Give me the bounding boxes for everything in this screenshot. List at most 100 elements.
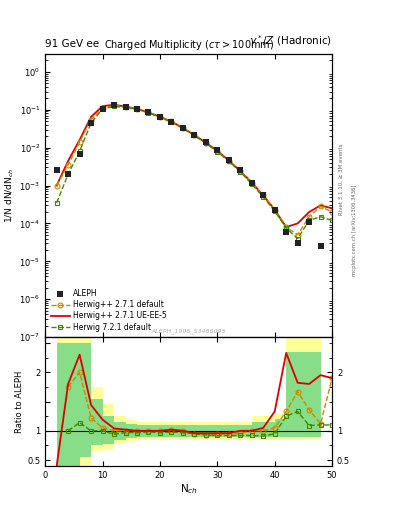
Herwig++ 2.7.1 default xyxy=(250,180,254,186)
ALEPH xyxy=(99,105,106,113)
Herwig++ 2.7.1 default xyxy=(307,214,312,220)
Herwig++ 2.7.1 default xyxy=(146,110,151,116)
Herwig++ 2.7.1 default xyxy=(272,207,277,213)
ALEPH xyxy=(157,113,163,121)
ALEPH xyxy=(180,124,186,132)
Herwig++ 2.7.1 UE-EE-5 xyxy=(180,125,185,131)
Herwig 7.2.1 default xyxy=(100,106,105,112)
ALEPH xyxy=(306,218,312,226)
ALEPH xyxy=(249,179,255,187)
Title: Charged Multiplicity $(c\tau > 100\mathrm{mm})$: Charged Multiplicity $(c\tau > 100\mathr… xyxy=(103,38,274,52)
Herwig++ 2.7.1 UE-EE-5 xyxy=(215,148,220,154)
Herwig++ 2.7.1 default xyxy=(54,182,59,188)
Herwig 7.2.1 default xyxy=(272,208,277,215)
Line: Herwig 7.2.1 default: Herwig 7.2.1 default xyxy=(54,104,334,241)
Herwig++ 2.7.1 UE-EE-5 xyxy=(66,158,70,164)
Herwig++ 2.7.1 UE-EE-5 xyxy=(54,182,59,188)
Herwig++ 2.7.1 UE-EE-5 xyxy=(250,180,254,186)
Herwig++ 2.7.1 default xyxy=(66,162,70,168)
Herwig++ 2.7.1 default xyxy=(89,117,94,123)
Herwig++ 2.7.1 UE-EE-5 xyxy=(307,209,312,215)
ALEPH xyxy=(214,146,220,155)
Herwig 7.2.1 default xyxy=(135,106,140,113)
ALEPH xyxy=(168,118,174,126)
ALEPH xyxy=(318,242,324,250)
Herwig++ 2.7.1 UE-EE-5 xyxy=(158,114,162,120)
Herwig++ 2.7.1 default xyxy=(261,193,266,199)
ALEPH xyxy=(145,109,152,117)
Line: Herwig++ 2.7.1 default: Herwig++ 2.7.1 default xyxy=(54,103,334,237)
ALEPH xyxy=(53,166,60,175)
Herwig++ 2.7.1 default xyxy=(318,203,323,209)
ALEPH xyxy=(65,170,71,178)
Herwig++ 2.7.1 default xyxy=(158,114,162,120)
Herwig++ 2.7.1 UE-EE-5 xyxy=(284,224,288,230)
Herwig++ 2.7.1 UE-EE-5 xyxy=(238,168,242,174)
Herwig 7.2.1 default xyxy=(215,148,220,155)
ALEPH xyxy=(294,239,301,247)
Herwig++ 2.7.1 UE-EE-5 xyxy=(146,110,151,116)
Text: 91 GeV ee: 91 GeV ee xyxy=(45,38,99,49)
Herwig++ 2.7.1 UE-EE-5 xyxy=(89,114,94,120)
Herwig 7.2.1 default xyxy=(66,171,70,177)
Herwig++ 2.7.1 UE-EE-5 xyxy=(261,193,266,199)
ALEPH xyxy=(237,166,243,175)
Herwig++ 2.7.1 UE-EE-5 xyxy=(112,102,116,108)
Herwig++ 2.7.1 default xyxy=(135,106,140,112)
Herwig++ 2.7.1 UE-EE-5 xyxy=(123,103,128,110)
Herwig 7.2.1 default xyxy=(192,133,197,139)
Herwig 7.2.1 default xyxy=(330,218,334,224)
Herwig++ 2.7.1 default xyxy=(180,125,185,131)
Legend: ALEPH, Herwig++ 2.7.1 default, Herwig++ 2.7.1 UE-EE-5, Herwig 7.2.1 default: ALEPH, Herwig++ 2.7.1 default, Herwig++ … xyxy=(49,287,168,333)
Herwig++ 2.7.1 UE-EE-5 xyxy=(272,207,277,213)
Herwig++ 2.7.1 default xyxy=(123,103,128,110)
Herwig++ 2.7.1 UE-EE-5 xyxy=(100,103,105,109)
Herwig 7.2.1 default xyxy=(169,119,174,125)
Herwig++ 2.7.1 default xyxy=(77,139,82,145)
ALEPH xyxy=(272,206,278,215)
Herwig++ 2.7.1 UE-EE-5 xyxy=(192,132,197,138)
Herwig++ 2.7.1 UE-EE-5 xyxy=(77,137,82,143)
Herwig 7.2.1 default xyxy=(180,125,185,132)
Herwig++ 2.7.1 UE-EE-5 xyxy=(318,202,323,208)
Herwig 7.2.1 default xyxy=(307,218,312,224)
Herwig++ 2.7.1 default xyxy=(169,118,174,124)
Y-axis label: Ratio to ALEPH: Ratio to ALEPH xyxy=(15,370,24,433)
Herwig++ 2.7.1 default xyxy=(295,232,300,238)
Text: ALEPH_1996_S3486095: ALEPH_1996_S3486095 xyxy=(151,329,226,334)
ALEPH xyxy=(283,228,289,236)
Herwig 7.2.1 default xyxy=(54,200,59,206)
ALEPH xyxy=(191,131,198,139)
Herwig++ 2.7.1 UE-EE-5 xyxy=(295,220,300,226)
Herwig++ 2.7.1 default xyxy=(284,224,288,230)
Herwig 7.2.1 default xyxy=(123,104,128,111)
Herwig 7.2.1 default xyxy=(295,236,300,242)
Herwig++ 2.7.1 UE-EE-5 xyxy=(135,106,140,112)
Herwig 7.2.1 default xyxy=(238,169,242,175)
Herwig++ 2.7.1 default xyxy=(112,102,116,109)
ALEPH xyxy=(77,150,83,158)
Herwig 7.2.1 default xyxy=(284,225,288,231)
Herwig 7.2.1 default xyxy=(146,110,151,116)
Herwig++ 2.7.1 default xyxy=(238,168,242,174)
Herwig 7.2.1 default xyxy=(112,103,116,110)
Herwig++ 2.7.1 UE-EE-5 xyxy=(204,140,208,146)
Herwig 7.2.1 default xyxy=(250,181,254,187)
Herwig++ 2.7.1 default xyxy=(330,209,334,215)
Text: Rivet 3.1.10, ≥ 3M events: Rivet 3.1.10, ≥ 3M events xyxy=(339,143,344,215)
Herwig++ 2.7.1 UE-EE-5 xyxy=(226,157,231,163)
Text: $\gamma^*/Z$ (Hadronic): $\gamma^*/Z$ (Hadronic) xyxy=(249,33,332,49)
Herwig++ 2.7.1 default xyxy=(226,158,231,164)
Herwig 7.2.1 default xyxy=(204,140,208,146)
Herwig 7.2.1 default xyxy=(261,194,266,200)
Herwig 7.2.1 default xyxy=(318,214,323,220)
ALEPH xyxy=(88,119,94,127)
ALEPH xyxy=(122,102,129,111)
Herwig++ 2.7.1 default xyxy=(215,148,220,155)
Herwig 7.2.1 default xyxy=(158,114,162,120)
Line: Herwig++ 2.7.1 UE-EE-5: Herwig++ 2.7.1 UE-EE-5 xyxy=(57,105,332,227)
ALEPH xyxy=(226,156,232,164)
Y-axis label: 1/N dN/dN$_{ch}$: 1/N dN/dN$_{ch}$ xyxy=(4,168,17,223)
ALEPH xyxy=(203,138,209,146)
Herwig 7.2.1 default xyxy=(226,158,231,164)
